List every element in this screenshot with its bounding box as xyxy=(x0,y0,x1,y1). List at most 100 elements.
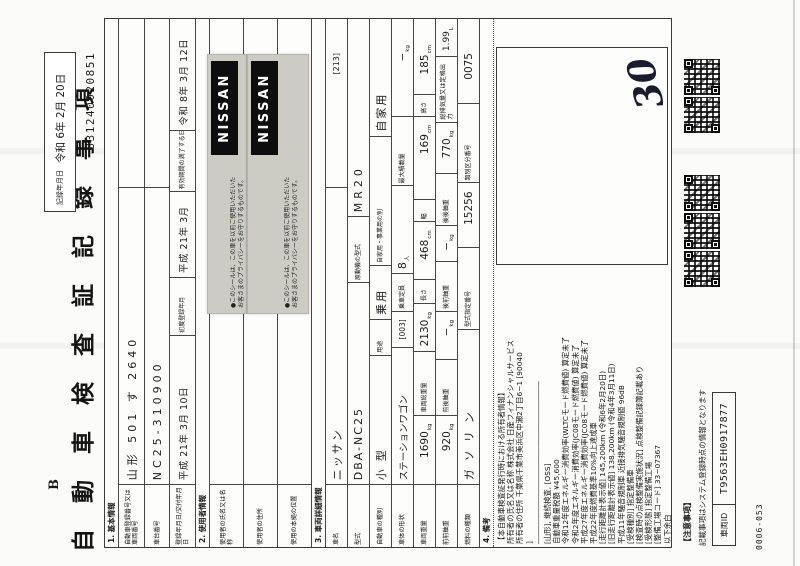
remark-line: [受検形態] 指定整備工場 xyxy=(644,461,654,544)
capacity-value: 8 人 xyxy=(392,186,413,275)
section-basic-label: 1. 基本情報 xyxy=(107,502,116,543)
chassis-label: 車台番号 xyxy=(153,520,161,545)
axle-fr-number: − xyxy=(440,327,453,337)
height-unit: cm xyxy=(427,45,433,54)
reg-number-label: 自動車登録番号又は車両番号 xyxy=(124,489,139,545)
private-business-value: 自家用 xyxy=(370,19,391,137)
classification-mark: B xyxy=(47,479,62,490)
weight-unit: kg xyxy=(427,423,433,431)
type-number-value: 15256 xyxy=(458,183,479,249)
remark-line: 平成27年度エネルギー消費効率(JC08モード燃費値) 算定未了 xyxy=(579,339,589,544)
vehicle-id-value: T9563EH0917877 xyxy=(712,392,736,504)
capacity-number: 8 xyxy=(396,262,409,270)
remark-line: [走行距離計表示値] 145,200km (令和6年2月20日) xyxy=(598,370,608,544)
width-unit: cm xyxy=(427,124,433,134)
remark-line: 以下余白 xyxy=(662,514,672,544)
vehicle-id-label: 車両ID xyxy=(712,504,736,546)
weight-label: 車両重量 xyxy=(421,520,428,545)
row-registration-number: 自動車登録番号又は車両番号 山形 501 す 2640 xyxy=(118,19,144,547)
width-label: 幅 xyxy=(414,200,435,223)
privacy-text-line: お客さまのプライバシーをお守りするものです。 xyxy=(291,176,299,308)
section-basic-info: 1. 基本情報 xyxy=(105,19,118,547)
width-value: 169 cm xyxy=(414,116,435,201)
chassis-value: NC25-310900 xyxy=(145,188,169,486)
remark-line: 平成22年度燃費基準10%向上達成車 xyxy=(589,422,599,544)
use-value: 乗用 xyxy=(370,266,391,320)
remark-line: ] xyxy=(524,541,534,544)
remark-line: 所有者の氏名又は名称 株式会社 日産フィナンシャルサービス xyxy=(506,339,516,544)
qr-code xyxy=(684,251,720,287)
displacement-number: 1.99 xyxy=(441,31,452,52)
axle-rf-unit: kg xyxy=(449,234,455,241)
category-number-label: 類別区分番号 xyxy=(458,103,479,184)
axle-rf-number: − xyxy=(440,241,453,251)
nissan-logo: NISSAN xyxy=(251,61,278,155)
record-date-label: 記録年月日 xyxy=(56,170,64,205)
gross-weight-label: 車両総重量 xyxy=(414,351,435,416)
remarks-empty-box: 30 xyxy=(496,47,673,265)
empty-cell xyxy=(145,19,169,189)
privacy-sticker-text: ●このシールは、この車を以前ご使用いただいた お客さまのプライバシーをお守りする… xyxy=(284,58,299,308)
remarks-text: 【本自動車検査証発行時における所有者情報】 所有者の氏名又は名称 株式会社 日産… xyxy=(497,264,672,544)
make-value: ニッサン xyxy=(326,188,347,486)
axle-ff-label: 前前軸重 xyxy=(443,520,450,545)
fuel-label: 燃料の種類 xyxy=(465,514,472,545)
model-value: DBA-NC25 xyxy=(348,283,369,486)
model-label: 型式 xyxy=(355,532,362,545)
user-base-label: 使用の本拠の位置 xyxy=(291,495,298,546)
axle-rr-label: 後後軸重 xyxy=(436,174,457,227)
row-weights-dimensions: 車両重量 1690 kg 車両総重量 2130 kg 長さ 468 cm 幅 1… xyxy=(413,19,435,547)
row-vehicle-kind: 自動車の種別 小型 用途 乗用 自家用・事業用の別 自家用 xyxy=(369,19,391,547)
privacy-text-line: お客さまのプライバシーをお守りするものです。 xyxy=(237,176,245,308)
category-number-value: 0075 xyxy=(458,19,479,104)
row-body-shape: 車体の形状 ステーションワゴン [003] 乗車定員 8 人 最大積載量 − k… xyxy=(391,19,413,547)
axle-fr-unit: kg xyxy=(449,319,455,327)
remark-line: [旧走行距離計表示値] 138,200km (令和4年3月11日) xyxy=(607,363,617,544)
displacement-value: 1.99 L xyxy=(436,19,457,57)
section-vehicle-label: 3. 車両詳細情報 xyxy=(314,487,323,543)
height-number: 185 xyxy=(418,54,431,75)
axle-rf-label: 後前軸重 xyxy=(436,262,457,312)
remark-line: 【本自動車検査証発行時における所有者情報】 xyxy=(497,388,506,544)
reg-date-value: 平成 21年 3月 10日 xyxy=(170,335,195,486)
length-unit: cm xyxy=(427,230,433,239)
axle-rf-value: − kg xyxy=(436,226,457,263)
row-registration-date: 登録年月日/交付年月日 平成 21年 3月 10日 初度登録年月 平成 21年 … xyxy=(169,19,195,547)
displacement-unit: L xyxy=(449,27,455,31)
body-shape-code: [003] xyxy=(392,311,413,348)
type-number-label: 型式指定番号 xyxy=(458,248,479,330)
qr-code xyxy=(684,59,720,95)
gross-weight-number: 2130 xyxy=(418,319,431,347)
body-shape-label: 車体の形状 xyxy=(399,514,406,545)
height-value: 185 cm xyxy=(414,19,435,95)
remark-line: 令和2年度エネルギー消費効率(JC08モード燃費値) 算定未了 xyxy=(570,344,580,544)
row-chassis-number: 車台番号 NC25-310900 xyxy=(144,19,169,547)
expiry-label: 有効期間の満了する日 xyxy=(170,130,195,193)
reg-number-value: 山形 501 す 2640 xyxy=(119,188,144,486)
user-address-label: 使用者の住所 xyxy=(257,507,264,545)
row-axle-weights: 前前軸重 920 kg 前後軸重 − kg 後前軸重 − kg 後後軸重 770 xyxy=(435,19,457,547)
kind-label: 自動車の種別 xyxy=(377,507,384,545)
remark-line: [受検種別] 指定整備車 xyxy=(625,469,635,544)
gross-weight-unit: kg xyxy=(427,312,433,319)
section-vehicle-info: 3. 車両詳細情報 xyxy=(311,19,325,547)
privacy-text-line: ●このシールは、この車を以前ご使用いただいた xyxy=(230,176,237,308)
displacement-label: 総排気量又は定格出力 xyxy=(436,56,457,123)
privacy-text-line: ●このシールは、この車を以前ご使用いただいた xyxy=(284,176,291,308)
privacy-sticker-2: NISSAN ●このシールは、この車を以前ご使用いただいた お客さまのプライバシ… xyxy=(247,54,309,314)
max-load-label: 最大積載量 xyxy=(392,116,413,187)
remark-line: 平成11年騒音規制車 近接排気騒音規制値 96dB xyxy=(616,385,626,544)
capacity-label: 乗車定員 xyxy=(392,274,413,312)
remark-line: [整備工場コード] 33−07367 xyxy=(653,445,663,544)
qr-code xyxy=(684,97,720,133)
gross-weight-value: 2130 kg xyxy=(414,304,435,352)
remark-line: 所有者の住所 千葉県千葉市美浜区中瀬2丁目6−1 [90040 xyxy=(515,352,525,544)
empty-cell xyxy=(119,19,144,189)
remarks-area: 【本自動車検査証発行時における所有者情報】 所有者の氏名又は名称 株式会社 日産… xyxy=(493,19,673,547)
fuel-value: ガソリン xyxy=(458,329,479,486)
user-name-label: 使用者の氏名又は名称 xyxy=(219,489,234,545)
first-reg-label: 初度登録年月 xyxy=(170,278,195,336)
capacity-unit: 人 xyxy=(405,255,411,262)
